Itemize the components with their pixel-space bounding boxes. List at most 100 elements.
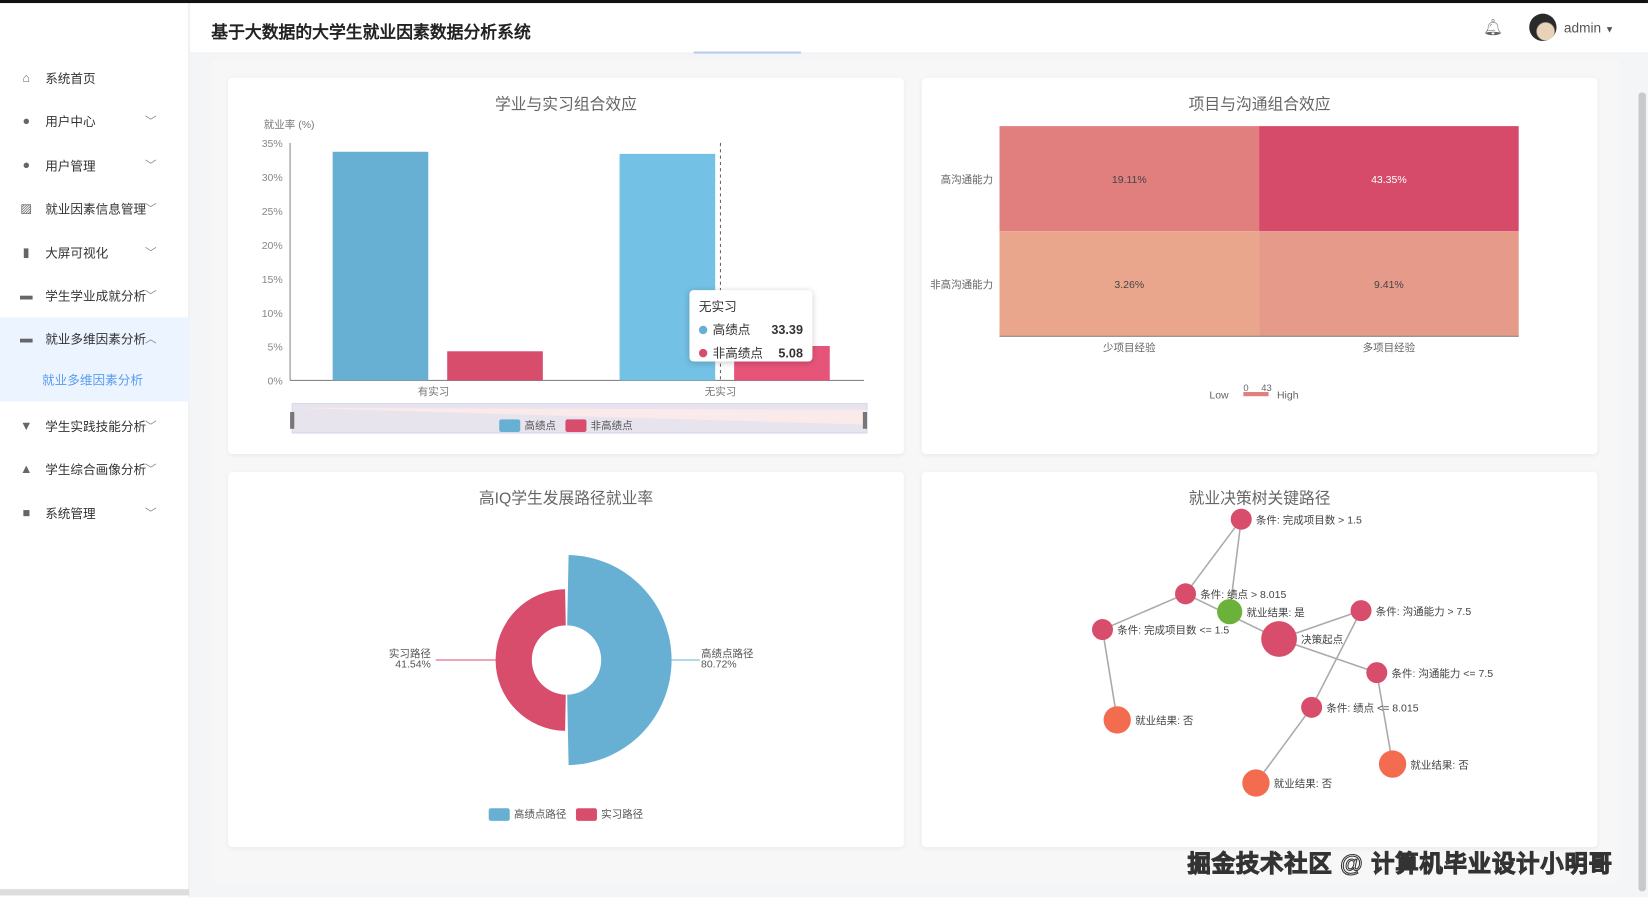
person-icon: ▲: [20, 461, 33, 477]
tooltip-value: 5.08: [778, 345, 803, 360]
sidebar-item[interactable]: ▬ 学生学业成就分析 ﹀: [0, 274, 189, 316]
watermark: 掘金技术社区 @ 计算机毕业设计小明哥: [1187, 850, 1613, 877]
home-icon: ⌂: [22, 70, 31, 86]
datazoom-handle-right: [862, 411, 868, 429]
graph-node: [1261, 621, 1297, 657]
x-tick-label: 无实习: [705, 385, 737, 398]
avatar[interactable]: [1529, 13, 1557, 41]
sidebar-item-label: 系统管理: [45, 506, 96, 521]
legend-label: 非高绩点: [591, 419, 633, 432]
legend-swatch: [499, 419, 521, 432]
sidebar-subitem-employment-analysis[interactable]: 就业多维因素分析: [0, 359, 190, 402]
bar: [332, 151, 429, 381]
user-menu[interactable]: admin ▼: [1564, 20, 1614, 36]
series-dot: [698, 348, 708, 357]
sidebar-item[interactable]: ⌂ 系统首页: [0, 57, 189, 99]
slice-name: 高绩点路径: [701, 647, 754, 660]
node-label: 条件: 沟通能力 <= 7.5: [1392, 667, 1494, 680]
graph-node: [1301, 696, 1323, 718]
graph-node: [1103, 706, 1131, 734]
heatmap-chart: 高沟通能力 19.11% 43.35% 非高沟通能力 3.26% 9.41% 少项目经验 多项…: [930, 126, 1519, 401]
header: 基于大数据的大学生就业因素数据分析系统 🔔︎ admin ▼: [190, 3, 1648, 54]
sidebar-item[interactable]: ■ 系统管理 ﹀: [0, 492, 189, 534]
node-label: 条件: 沟通能力 > 7.5: [1376, 605, 1472, 618]
pie-slice: [495, 589, 566, 731]
sidebar-item-label: 学生综合画像分析: [45, 461, 147, 477]
slice-name: 实习路径: [389, 647, 431, 660]
visualmap-bar: [1243, 392, 1269, 397]
y-tick-label: 35%: [262, 138, 283, 150]
tooltip-value: 33.39: [771, 322, 803, 337]
node-label: 条件: 绩点 > 8.015: [1200, 588, 1286, 601]
chart-icon: ▨: [20, 200, 33, 216]
graph-node: [1175, 583, 1197, 605]
bell-icon[interactable]: 🔔︎: [1482, 18, 1503, 37]
sidebar-horizontal-scrollbar[interactable]: [0, 889, 190, 896]
sidebar-item-label: 用户中心: [45, 114, 96, 129]
chevron-down-icon: ﹀: [145, 246, 157, 260]
graph-edge: [1255, 706, 1313, 784]
y-tick-label: 20%: [262, 240, 283, 252]
y-tick-label: 30%: [262, 172, 283, 184]
sidebar-item[interactable]: ▼ 学生实践技能分析 ﹀: [0, 405, 189, 447]
chevron-down-icon: ﹀: [145, 202, 157, 216]
sidebar-item-label: 学生实践技能分析: [45, 418, 147, 434]
caret-down-icon: ▼: [1604, 24, 1615, 35]
graph-edge: [1310, 610, 1362, 708]
visualmap-low-label: Low: [1209, 389, 1229, 401]
monitor-icon: ▬: [19, 331, 33, 346]
chevron-up-icon: ︿: [145, 333, 157, 346]
graph-node: [1350, 600, 1372, 622]
sidebar-item[interactable]: ▬ 就业多维因素分析 ︿: [0, 317, 190, 360]
tab-indicator: [693, 51, 801, 54]
node-label: 就业结果: 否: [1274, 777, 1333, 790]
datazoom-handle-left: [290, 411, 295, 429]
heatmap-cell: [1259, 231, 1519, 337]
node-label: 就业结果: 是: [1246, 606, 1305, 619]
vertical-scrollbar[interactable]: [1638, 92, 1646, 892]
x-tick-label: 少项目经验: [1103, 341, 1156, 354]
graph-node: [1230, 508, 1252, 530]
legend-swatch: [565, 419, 587, 432]
graph-node: [1378, 750, 1407, 778]
sidebar-item[interactable]: ● 用户管理 ﹀: [0, 144, 189, 186]
tooltip-title: 无实习: [698, 299, 737, 315]
node-label: 就业结果: 否: [1135, 714, 1194, 727]
node-label: 条件: 完成项目数 > 1.5: [1256, 513, 1362, 526]
sidebar-item[interactable]: ▨ 就业因素信息管理 ﹀: [0, 187, 189, 229]
chevron-down-icon: ﹀: [145, 463, 157, 477]
tooltip-row: 非高绩点 5.08: [698, 344, 803, 362]
heatmap-cell: [999, 231, 1260, 337]
legend-swatch: [575, 808, 597, 821]
chat-icon: ▬: [19, 287, 33, 303]
y-tick-label: 5%: [268, 342, 283, 354]
tooltip-row: 高绩点 33.39: [698, 321, 803, 339]
slice-value: 80.72%: [701, 658, 737, 670]
graph-edge: [1184, 518, 1242, 595]
node-label: 决策起点: [1301, 633, 1343, 646]
node-label: 就业结果: 否: [1410, 758, 1469, 771]
sidebar-item[interactable]: ▲ 学生综合画像分析 ﹀: [0, 448, 189, 490]
cell-label: 9.41%: [1374, 279, 1404, 291]
pin-icon: ●: [22, 157, 31, 173]
x-tick-label: 多项目经验: [1363, 341, 1416, 354]
legend-swatch: [488, 808, 510, 821]
legend-label: 实习路径: [601, 808, 643, 821]
slice-value: 41.54%: [395, 658, 431, 670]
visualmap-min: 0: [1243, 383, 1248, 394]
chevron-down-icon: ﹀: [145, 290, 157, 303]
chart-title: 就业决策树关键路径: [1188, 489, 1331, 508]
sidebar-item[interactable]: ● 用户中心 ﹀: [0, 100, 189, 142]
node-label: 条件: 绩点 <= 8.015: [1326, 702, 1418, 715]
y-tick-label: 0%: [268, 376, 283, 388]
chart-tooltip: 无实习 高绩点 33.39 非高绩点 5.08: [689, 290, 813, 362]
heatmap-cell: [1259, 126, 1519, 232]
sidebar-item[interactable]: ▮ 大屏可视化 ﹀: [0, 231, 189, 273]
chart-card-high-iq-path: 高IQ学生发展路径就业率 高绩点路径 80.72% 实习路径 41.54% 高绩点路径实…: [228, 471, 904, 848]
chevron-down-icon: ﹀: [145, 115, 157, 129]
chevron-down-icon: ﹀: [145, 507, 157, 521]
